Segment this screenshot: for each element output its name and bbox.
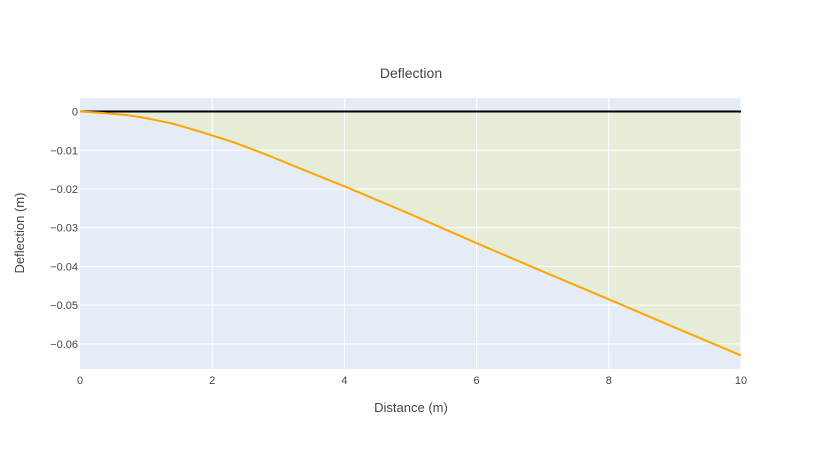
- y-tick-label-4: −0.04: [50, 261, 78, 273]
- y-tick-label-0: 0: [72, 107, 78, 119]
- plot-area: 0 2 4 6 8 10 0 −0.01 −0.02 −0.03 −0.04 −0.05 −0.06: [50, 98, 747, 387]
- x-tick-label-3: 6: [474, 375, 480, 387]
- x-tick-label-2: 4: [341, 375, 347, 387]
- y-tick-label-6: −0.06: [50, 339, 78, 351]
- y-tick-label-1: −0.01: [50, 145, 78, 157]
- y-tick-label-5: −0.05: [50, 300, 78, 312]
- y-tick-label-3: −0.03: [50, 223, 78, 235]
- x-axis-title: Distance (m): [374, 400, 448, 415]
- x-tick-label-0: 0: [77, 375, 83, 387]
- chart-title: Deflection: [380, 65, 442, 81]
- x-tick-label-4: 8: [606, 375, 612, 387]
- deflection-fill-area: [80, 111, 741, 356]
- y-axis-title: Deflection (m): [12, 193, 27, 274]
- deflection-line: [79, 110, 742, 357]
- x-tick-label-1: 2: [209, 375, 215, 387]
- y-tick-label-2: −0.02: [50, 184, 78, 196]
- x-tick-label-5: 10: [735, 375, 747, 387]
